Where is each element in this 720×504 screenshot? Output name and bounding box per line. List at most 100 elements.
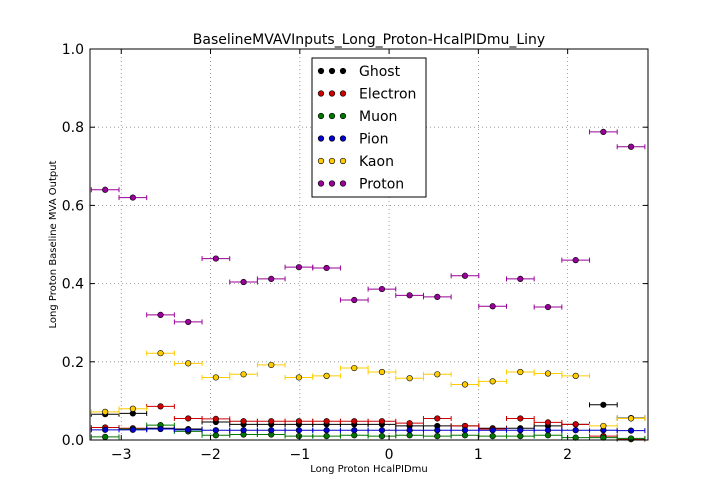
data-point: [406, 427, 413, 434]
data-point: [434, 293, 441, 300]
data-point: [406, 432, 413, 439]
data-point: [572, 257, 579, 264]
data-point: [351, 432, 358, 439]
legend: Ghost Electron Muon Pion Kaon Proton: [311, 57, 427, 198]
data-point: [378, 427, 386, 434]
legend-marker: [339, 90, 347, 97]
y-tick-label: 0.8: [62, 120, 84, 136]
data-point: [461, 427, 469, 434]
data-point: [212, 427, 219, 434]
data-point: [185, 415, 192, 422]
legend-marker: [339, 135, 347, 142]
data-point: [157, 403, 164, 410]
data-point: [102, 433, 109, 440]
data-point: [378, 285, 386, 293]
data-point: [627, 427, 635, 434]
legend-marker: [328, 135, 336, 142]
data-point: [461, 381, 469, 388]
legend-label: Kaon: [359, 154, 394, 170]
x-tick-label: 1: [474, 447, 483, 463]
data-point: [129, 426, 136, 433]
legend-marker: [317, 112, 325, 120]
data-point: [517, 275, 524, 283]
data-point: [185, 318, 192, 326]
data-point: [102, 186, 109, 193]
y-tick-label: 0.6: [62, 198, 84, 214]
data-point: [157, 425, 164, 433]
data-point: [517, 415, 524, 422]
x-axis-label: Long Proton HcalPIDmu: [310, 464, 427, 475]
legend-marker: [339, 112, 347, 120]
data-point: [323, 432, 330, 440]
data-point: [323, 372, 330, 379]
x-tick-label: −1: [289, 447, 310, 463]
data-point: [544, 370, 552, 377]
legend-marker: [317, 157, 325, 165]
plot-frame: [89, 48, 649, 441]
grid: [90, 49, 648, 440]
legend-label: Ghost: [359, 64, 401, 80]
data-point: [517, 368, 524, 376]
x-tick-label: −2: [200, 447, 221, 463]
data-point: [212, 255, 219, 262]
legend-marker: [317, 135, 325, 142]
data-point: [295, 264, 303, 271]
data-point: [434, 432, 441, 440]
legend-marker: [328, 67, 336, 75]
data-point: [157, 350, 164, 357]
data-point: [627, 415, 635, 422]
data-point: [351, 427, 358, 434]
data-point: [295, 432, 303, 440]
data-point: [351, 418, 358, 425]
x-tick-label: −3: [111, 447, 132, 463]
data-point: [461, 432, 469, 439]
data-point: [295, 418, 303, 425]
x-tick-label: 0: [385, 447, 394, 463]
legend-label: Muon: [359, 109, 397, 125]
legend-label: Electron: [359, 87, 416, 103]
data-point: [351, 364, 358, 372]
data-point: [295, 374, 303, 381]
data-point: [517, 427, 524, 434]
data-point: [240, 427, 247, 434]
data-point: [406, 292, 413, 299]
data-point: [406, 375, 413, 382]
data-point: [434, 427, 441, 434]
data-point: [212, 374, 219, 381]
data-point: [600, 128, 607, 135]
data-point: [240, 418, 247, 425]
data-point: [212, 432, 219, 439]
data-point: [240, 278, 247, 286]
data-point: [102, 426, 109, 433]
data-point: [268, 361, 275, 369]
data-point: [240, 371, 247, 378]
data-point: [268, 427, 275, 434]
series-pion: [90, 425, 646, 434]
data-point: [434, 371, 441, 378]
y-tick-label: 0.2: [62, 355, 84, 371]
data-layer: [90, 128, 646, 443]
data-point: [572, 372, 579, 379]
data-point: [489, 303, 496, 310]
series-proton: [90, 128, 646, 326]
data-point: [489, 378, 496, 385]
data-point: [544, 427, 552, 434]
data-point: [157, 311, 164, 318]
legend-marker: [317, 90, 325, 97]
data-point: [489, 432, 496, 440]
data-point: [572, 421, 579, 428]
y-tick-label: 0.0: [62, 433, 84, 449]
x-tick-label: 2: [563, 447, 572, 463]
legend-marker: [328, 112, 336, 120]
y-tick-label: 1.0: [62, 42, 84, 58]
data-point: [489, 427, 496, 434]
series-kaon: [90, 350, 646, 430]
data-point: [129, 405, 136, 412]
data-point: [600, 422, 607, 430]
chart-title: BaselineMVAVInputs_Long_Proton-HcalPIDmu…: [193, 32, 545, 48]
legend-marker: [328, 90, 336, 97]
data-point: [600, 401, 607, 408]
legend-marker: [317, 180, 325, 187]
data-point: [378, 418, 386, 425]
